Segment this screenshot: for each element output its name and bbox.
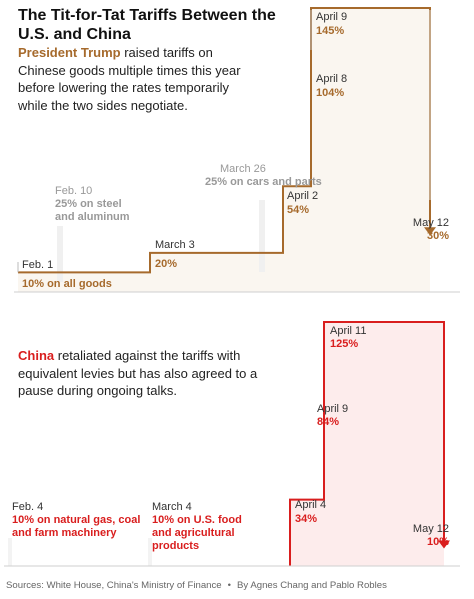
china-date-label-feb-4: Feb. 4 [12,501,43,513]
us-step-fill-april-9 [311,8,430,292]
china-value-label-april-11: 125% [330,338,358,350]
us-date-label-april-2: April 2 [287,190,318,202]
china-description-text: retaliated against the tariffs with equi… [18,348,258,398]
us-annotation-text-feb-10: 25% on steel and aluminum [55,198,130,223]
us-date-label-feb-1: Feb. 1 [22,259,53,271]
china-date-label-april-9: April 9 [317,403,348,415]
separator-dot: • [227,580,232,591]
us-description-text: raised tariffs on Chinese goods multiple… [18,45,241,113]
china-step-fill-april-11 [324,322,444,566]
us-step-fill-feb-1 [18,272,150,292]
us-description: President Trump raised tariffs on Chines… [18,44,260,114]
china-date-label-march-4: March 4 [152,501,192,513]
china-value-label-feb-4: 10% on natural gas, coal and farm machine… [12,514,140,539]
china-shade-feb-4 [8,538,12,566]
us-step-fill-april-2 [283,186,311,292]
page-title: The Tit-for-Tat Tariffs Between the U.S.… [18,7,276,43]
china-step-fill-april-4 [290,499,324,566]
china-description-lead: China [18,348,55,363]
us-value-label-may-12: 30% [427,230,449,242]
tariff-charts: Feb. 1 10% on all goods March 3 20% April 2 5… [4,7,460,567]
china-value-label-march-4: 10% on U.S. food and agricultural products [152,514,242,552]
byline: By Agnes Chang and Pablo Robles [237,580,387,591]
us-annotation-date-feb-10: Feb. 10 [55,185,92,197]
us-value-label-april-2: 54% [287,204,309,216]
china-end-arrow [438,540,450,549]
us-value-label-feb-1: 10% on all goods [22,278,112,290]
us-end-arrow [424,227,436,236]
china-value-label-april-9: 84% [317,416,339,428]
us-date-label-april-8: April 8 [316,73,347,85]
us-date-label-april-9: April 9 [316,11,347,23]
china-description: China retaliated against the tariffs wit… [18,347,263,400]
us-value-label-april-8: 104% [316,87,344,99]
us-value-label-march-3: 20% [155,258,177,270]
china-date-label-april-4: April 4 [295,499,326,511]
us-date-label-march-3: March 3 [155,239,195,251]
china-value-label-may-12: 10% [427,536,449,548]
source-text: Sources: White House, China's Ministry o… [6,580,222,591]
us-description-lead: President Trump [18,45,121,60]
us-annotation-text-march-26: 25% on cars and parts [205,176,322,188]
china-date-label-may-12: May 12 [413,523,449,535]
us-annotation-shade-feb-10 [57,226,63,282]
china-tariff-step-line [289,321,445,566]
china-value-label-april-4: 34% [295,513,317,525]
source-note: Sources: White House, China's Ministry o… [6,580,472,591]
us-annotation-date-march-26: March 26 [220,163,266,175]
us-tariff-step-line [18,7,431,274]
china-shade-march-4 [148,538,152,566]
us-date-label-may-12: May 12 [413,217,449,229]
us-value-label-april-9: 145% [316,25,344,37]
china-date-label-april-11: April 11 [330,325,366,337]
us-annotation-shade-march-26 [259,200,265,272]
